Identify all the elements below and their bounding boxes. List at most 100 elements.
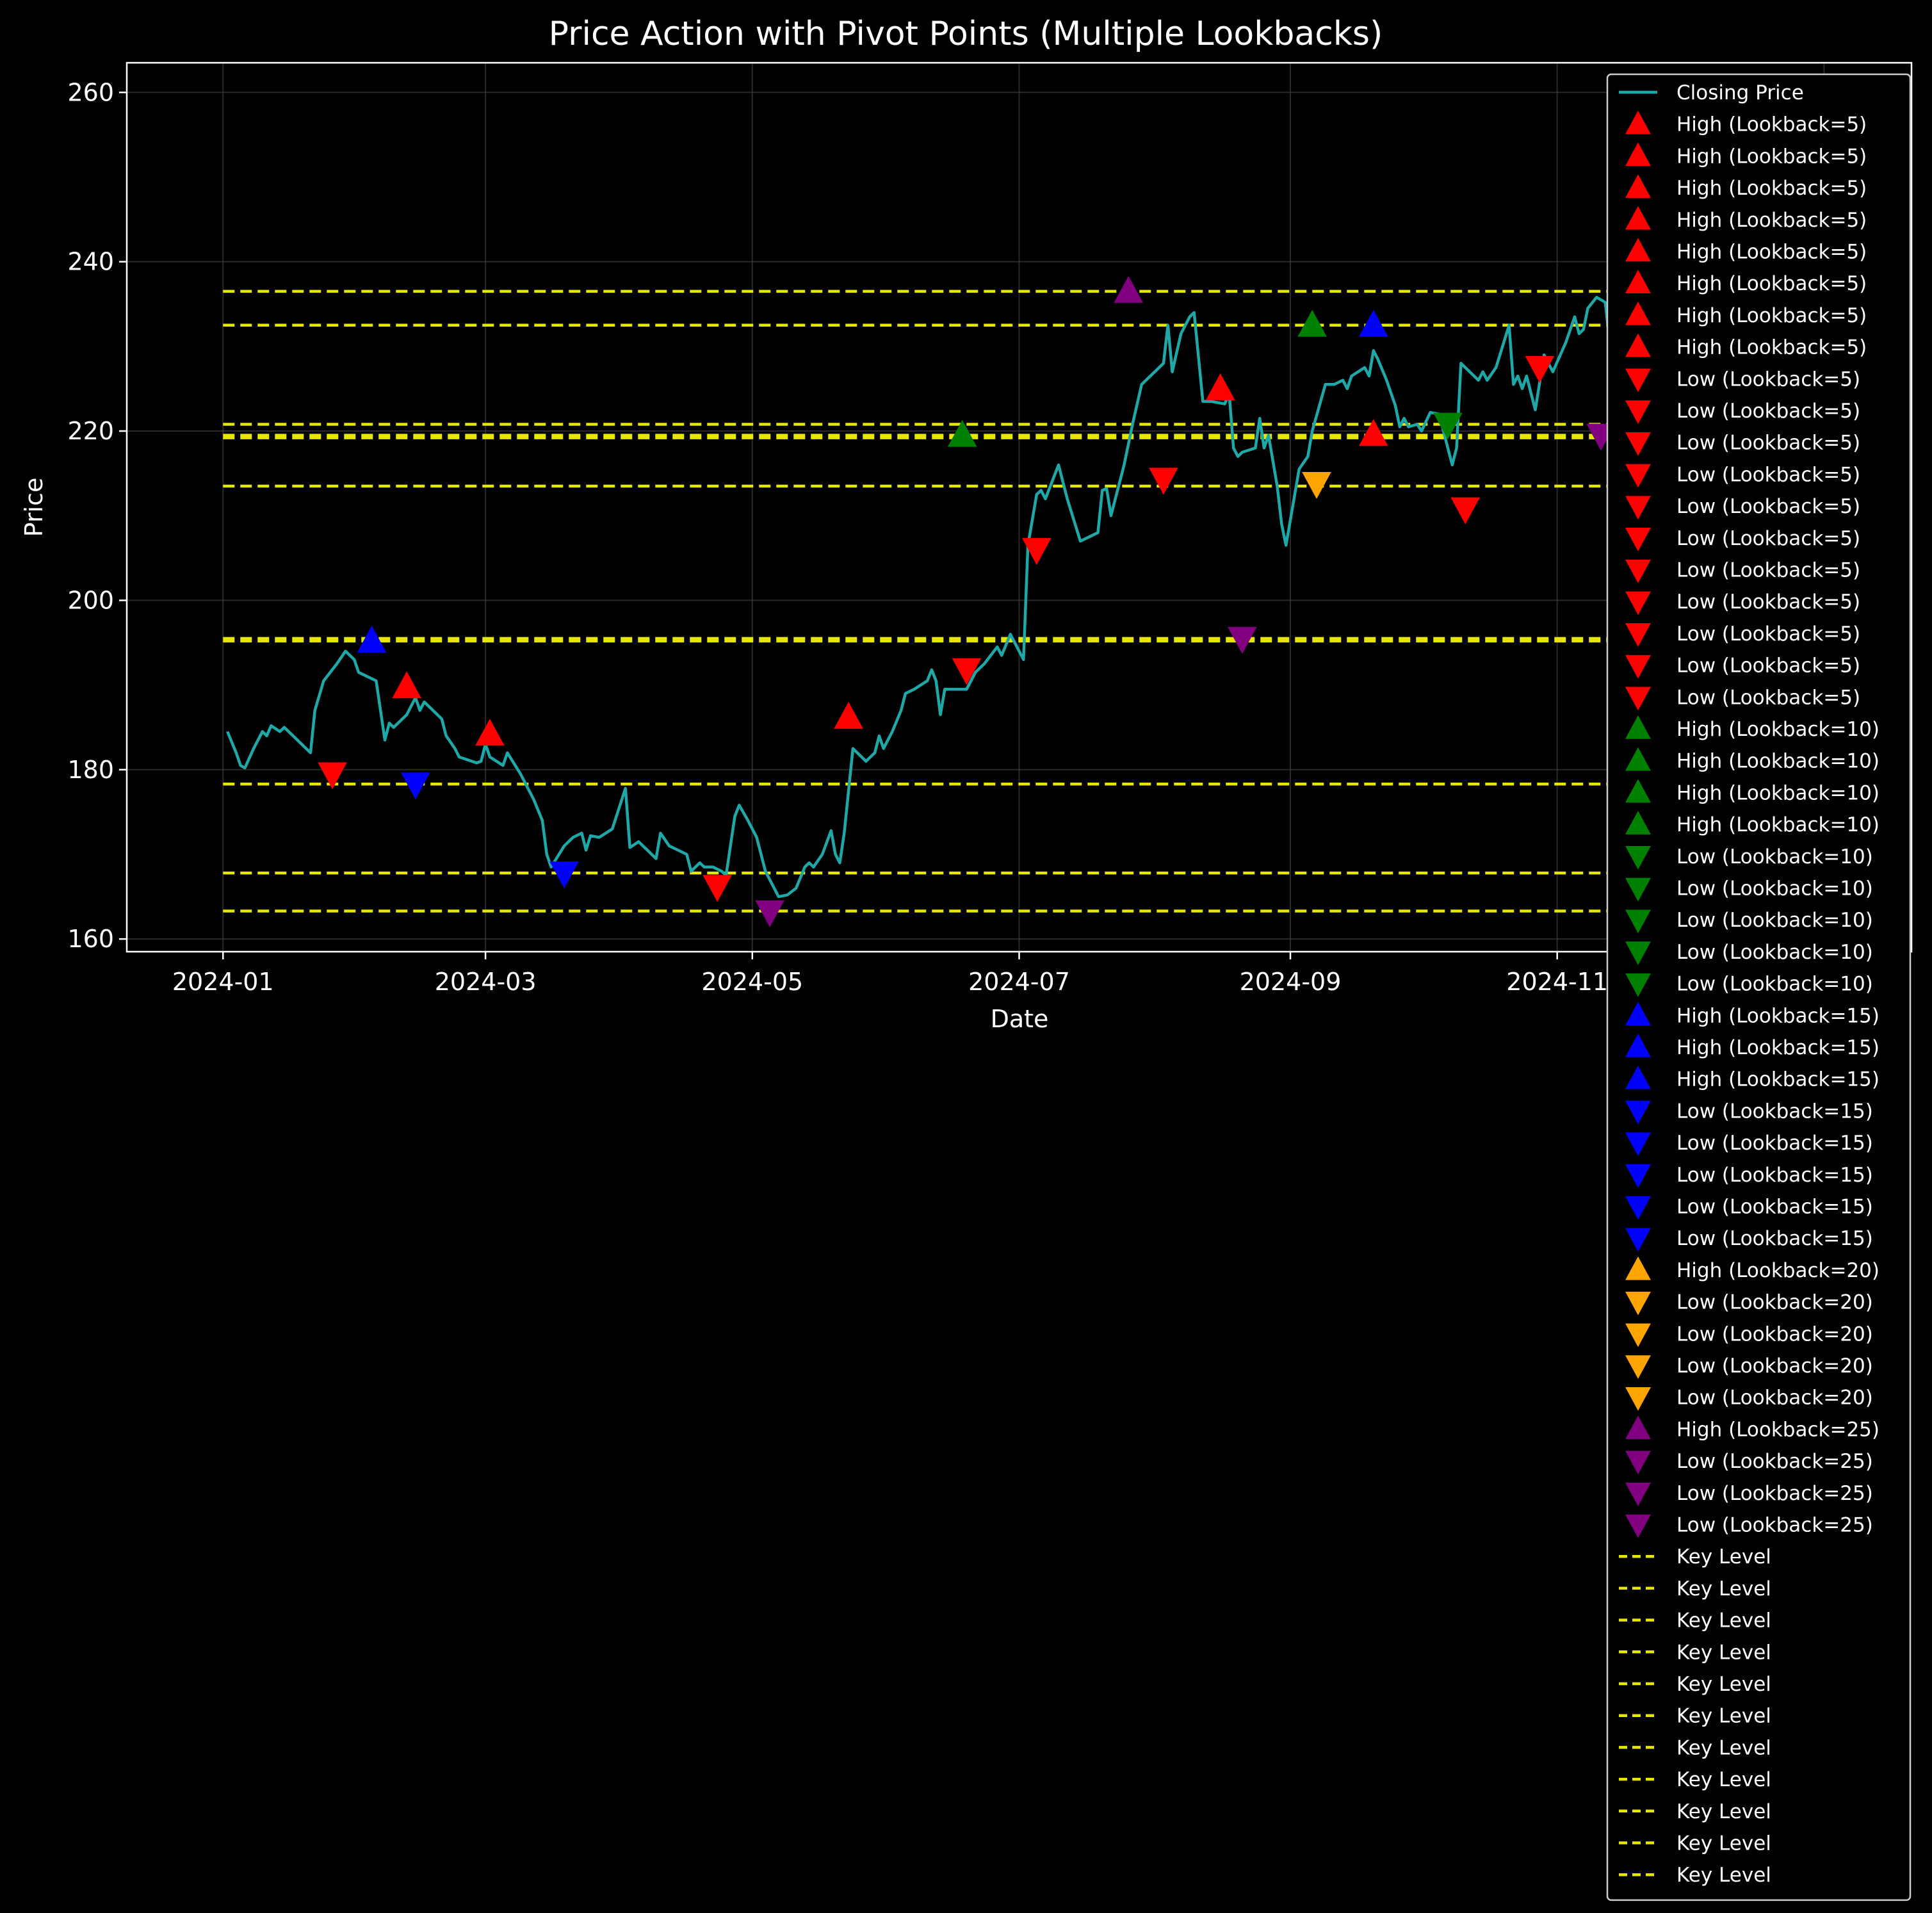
legend-marker-swatch xyxy=(1625,591,1651,615)
legend-label: High (Lookback=10) xyxy=(1676,750,1879,773)
pivot-low-lookback-15 xyxy=(401,772,430,800)
legend-marker-swatch xyxy=(1625,811,1651,834)
legend-label: High (Lookback=15) xyxy=(1676,1004,1879,1027)
legend-marker-swatch xyxy=(1625,1323,1651,1347)
legend-label: Low (Lookback=5) xyxy=(1676,400,1860,423)
pivot-high-lookback-25 xyxy=(1114,275,1144,303)
legend-label: High (Lookback=5) xyxy=(1676,304,1867,327)
legend-marker-swatch xyxy=(1625,1164,1651,1188)
legend-marker-swatch xyxy=(1625,1451,1651,1475)
legend-label: Key Level xyxy=(1676,1864,1771,1887)
legend-label: Low (Lookback=25) xyxy=(1676,1514,1873,1537)
chart-title: Price Action with Pivot Points (Multiple… xyxy=(549,15,1383,53)
legend-label: Low (Lookback=10) xyxy=(1676,877,1873,900)
legend-marker-swatch xyxy=(1625,941,1651,965)
legend-label: High (Lookback=25) xyxy=(1676,1418,1879,1441)
legend-marker-swatch xyxy=(1625,368,1651,393)
legend-box xyxy=(1606,73,1912,1901)
pivot-low-lookback-20 xyxy=(1302,471,1331,499)
legend-label: Low (Lookback=15) xyxy=(1676,1227,1873,1250)
legend-marker-swatch xyxy=(1625,1387,1651,1411)
legend-label: High (Lookback=5) xyxy=(1676,272,1867,295)
legend-marker-swatch xyxy=(1625,1483,1651,1506)
legend-label: High (Lookback=5) xyxy=(1676,241,1867,264)
legend-label: High (Lookback=20) xyxy=(1676,1259,1879,1282)
legend-marker-swatch xyxy=(1625,238,1651,262)
legend-marker-swatch xyxy=(1625,464,1651,488)
legend-marker-swatch xyxy=(1625,333,1651,357)
legend-label: High (Lookback=15) xyxy=(1676,1068,1879,1091)
legend-label: Low (Lookback=25) xyxy=(1676,1482,1873,1505)
pivot-high-lookback-15 xyxy=(357,625,387,653)
legend-label: Low (Lookback=5) xyxy=(1676,686,1860,709)
closing-price-line xyxy=(226,100,1817,899)
x-tick-label: 2024-07 xyxy=(968,968,1070,996)
legend-label: Low (Lookback=10) xyxy=(1676,845,1873,868)
legend-label: Low (Lookback=20) xyxy=(1676,1323,1873,1346)
legend-marker-swatch xyxy=(1625,174,1651,198)
legend-label: Low (Lookback=5) xyxy=(1676,463,1860,486)
legend-marker-swatch xyxy=(1625,110,1651,134)
y-axis: 160 180 200 220 240 260 xyxy=(67,78,127,953)
pivot-low-lookback-10 xyxy=(1433,412,1463,440)
legend-marker-swatch xyxy=(1625,1002,1651,1026)
legend-marker-swatch xyxy=(1625,1291,1651,1315)
legend-marker-swatch xyxy=(1625,655,1651,679)
legend-label: Low (Lookback=5) xyxy=(1676,655,1860,678)
legend-label: Low (Lookback=10) xyxy=(1676,973,1873,996)
y-axis-label: Price xyxy=(20,478,48,537)
legend-marker-swatch xyxy=(1625,747,1651,771)
legend-label: Key Level xyxy=(1676,1768,1771,1791)
legend-marker-swatch xyxy=(1625,1415,1651,1440)
legend-marker-swatch xyxy=(1625,1256,1651,1280)
legend-label: Low (Lookback=15) xyxy=(1676,1100,1873,1123)
legend-label: Key Level xyxy=(1676,1609,1771,1632)
legend-label: Closing Price xyxy=(1676,81,1804,104)
legend-marker-swatch xyxy=(1625,779,1651,803)
price-series xyxy=(226,100,1817,899)
y-tick-label: 260 xyxy=(67,78,114,106)
legend-label: Low (Lookback=10) xyxy=(1676,941,1873,964)
legend-label: Low (Lookback=25) xyxy=(1676,1450,1873,1473)
legend-marker-swatch xyxy=(1625,1196,1651,1220)
legend-label: High (Lookback=5) xyxy=(1676,113,1867,136)
key-levels xyxy=(223,289,1820,913)
pivot-low-lookback-5 xyxy=(702,875,732,902)
pivot-low-lookback-25 xyxy=(755,900,784,927)
pivot-high-lookback-10 xyxy=(947,419,977,447)
pivot-high-lookback-10 xyxy=(1297,309,1327,337)
legend-label: High (Lookback=5) xyxy=(1676,336,1867,359)
legend-label: High (Lookback=5) xyxy=(1676,145,1867,168)
legend-marker-swatch xyxy=(1625,1355,1651,1379)
legend-label: Low (Lookback=5) xyxy=(1676,527,1860,550)
legend-label: Low (Lookback=15) xyxy=(1676,1164,1873,1187)
legend-label: Low (Lookback=5) xyxy=(1676,623,1860,646)
y-tick-label: 220 xyxy=(67,417,114,445)
legend-label: High (Lookback=5) xyxy=(1676,177,1867,200)
legend-marker-swatch xyxy=(1625,1514,1651,1538)
pivot-low-lookback-15 xyxy=(549,861,579,889)
legend-label: Low (Lookback=5) xyxy=(1676,590,1860,614)
legend-marker-swatch xyxy=(1625,973,1651,997)
legend-label: Key Level xyxy=(1676,1641,1771,1664)
legend-marker-swatch xyxy=(1625,206,1651,230)
legend-label: Key Level xyxy=(1676,1736,1771,1759)
legend: Closing Price High (Lookback=5) High (Look… xyxy=(1606,73,1912,1901)
pivot-low-lookback-25 xyxy=(1228,626,1257,654)
legend-marker-swatch xyxy=(1625,715,1651,739)
pivot-high-lookback-5 xyxy=(392,671,421,699)
legend-label: Key Level xyxy=(1676,1577,1771,1600)
pivot-high-lookback-5 xyxy=(1205,373,1235,400)
y-tick-label: 180 xyxy=(67,756,114,784)
y-tick-label: 160 xyxy=(67,925,114,953)
legend-marker-swatch xyxy=(1625,270,1651,293)
pivot-low-lookback-5 xyxy=(318,762,347,790)
legend-label: Low (Lookback=20) xyxy=(1676,1291,1873,1314)
x-tick-label: 2024-05 xyxy=(701,968,803,996)
legend-marker-swatch xyxy=(1625,877,1651,902)
legend-marker-swatch xyxy=(1625,400,1651,424)
legend-label: Key Level xyxy=(1676,1673,1771,1696)
legend-label: Low (Lookback=20) xyxy=(1676,1355,1873,1378)
y-tick-label: 200 xyxy=(67,586,114,614)
legend-marker-swatch xyxy=(1625,142,1651,167)
